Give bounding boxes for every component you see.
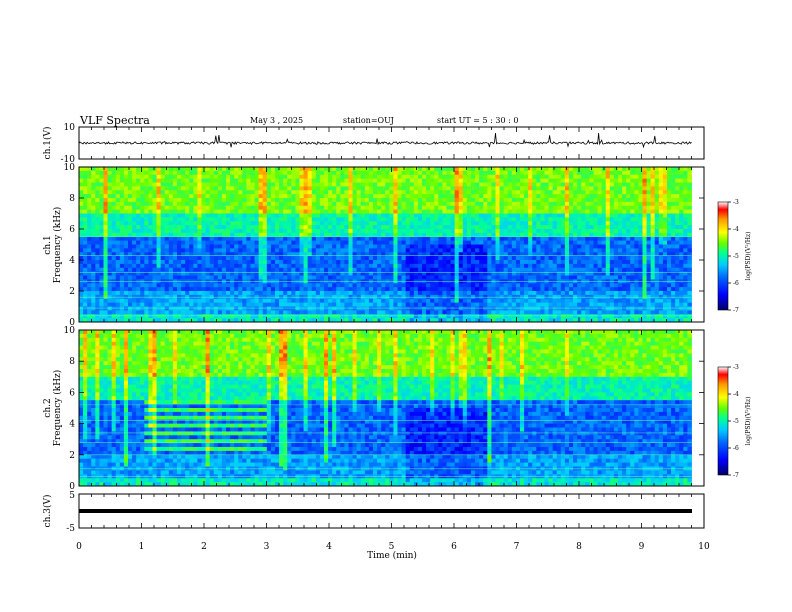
colorbar-tick-label: -4 xyxy=(733,226,739,233)
ytick-label: 6 xyxy=(69,225,75,235)
xtick-label: 6 xyxy=(451,542,457,552)
xtick-label: 2 xyxy=(201,542,207,552)
ch2-spectrogram-ylabel-frequency: Frequency (kHz) xyxy=(52,370,63,447)
ch2-colorbar: -3 -4 -5 -6 -7 log(PSD)(V²/Hz) xyxy=(718,364,752,479)
xtick-label: 8 xyxy=(576,542,582,552)
ch1-waveform-trace xyxy=(79,133,692,147)
xtick-label: 10 xyxy=(698,542,710,552)
colorbar-tick-label: -5 xyxy=(733,418,739,425)
colorbar-tick-label: -6 xyxy=(733,280,739,287)
ytick-label: 4 xyxy=(69,256,75,266)
colorbar-tick-label: -4 xyxy=(733,391,739,398)
station-label: station=OUJ xyxy=(343,116,394,125)
colorbar-tick-label: -3 xyxy=(733,364,739,371)
colorbar-tick-label: -7 xyxy=(733,472,739,479)
xtick-label: 3 xyxy=(264,542,270,552)
ch1-colorbar: -3 -4 -5 -6 -7 log(PSD)(V²/Hz) xyxy=(718,199,752,314)
start-time-label: start UT = 5 : 30 : 0 xyxy=(437,116,518,125)
ch1-spectrogram-image xyxy=(79,167,704,322)
ytick-label: 8 xyxy=(69,357,75,367)
ytick-label: 2 xyxy=(69,287,75,297)
ch2-colorbar-label: log(PSD)(V²/Hz) xyxy=(745,397,752,446)
xtick-label: 9 xyxy=(639,542,645,552)
colorbar-tick-label: -7 xyxy=(733,307,739,314)
ch1-ytick-top: 10 xyxy=(64,123,76,133)
ytick-label: 10 xyxy=(64,163,76,173)
ch1-waveform-ylabel: ch.1(V) xyxy=(42,127,53,160)
ch2-spectrogram-image xyxy=(79,330,704,486)
ch1-colorbar-gradient xyxy=(718,202,728,310)
xtick-label: 7 xyxy=(514,542,520,552)
ch3-ytick-top: 5 xyxy=(69,491,75,501)
ytick-label: 8 xyxy=(69,194,75,204)
ch3-ytick-bottom: -5 xyxy=(66,524,75,534)
colorbar-tick-label: -3 xyxy=(733,199,739,206)
ytick-label: 10 xyxy=(64,326,76,336)
ch3-waveform-ylabel: ch.3(V) xyxy=(42,495,53,528)
colorbar-tick-label: -6 xyxy=(733,445,739,452)
figure-title: VLF Spectra xyxy=(79,114,150,127)
date-label: May 3 , 2025 xyxy=(250,116,303,125)
colorbar-tick-label: -5 xyxy=(733,253,739,260)
ch2-colorbar-gradient xyxy=(718,367,728,475)
xtick-label: 0 xyxy=(76,542,82,552)
xtick-label: 4 xyxy=(326,542,332,552)
x-axis-label: Time (min) xyxy=(367,550,417,561)
ytick-label: 2 xyxy=(69,451,75,461)
ch1-colorbar-label: log(PSD)(V²/Hz) xyxy=(745,232,752,281)
xtick-label: 1 xyxy=(139,542,145,552)
ch2-spectrogram-ylabel-channel: ch.2 xyxy=(43,398,53,417)
ytick-label: 6 xyxy=(69,388,75,398)
ch1-spectrogram-ylabel-channel: ch.1 xyxy=(43,235,53,254)
ch1-spectrogram-ylabel-frequency: Frequency (kHz) xyxy=(52,207,63,284)
ytick-label: 4 xyxy=(69,420,75,430)
